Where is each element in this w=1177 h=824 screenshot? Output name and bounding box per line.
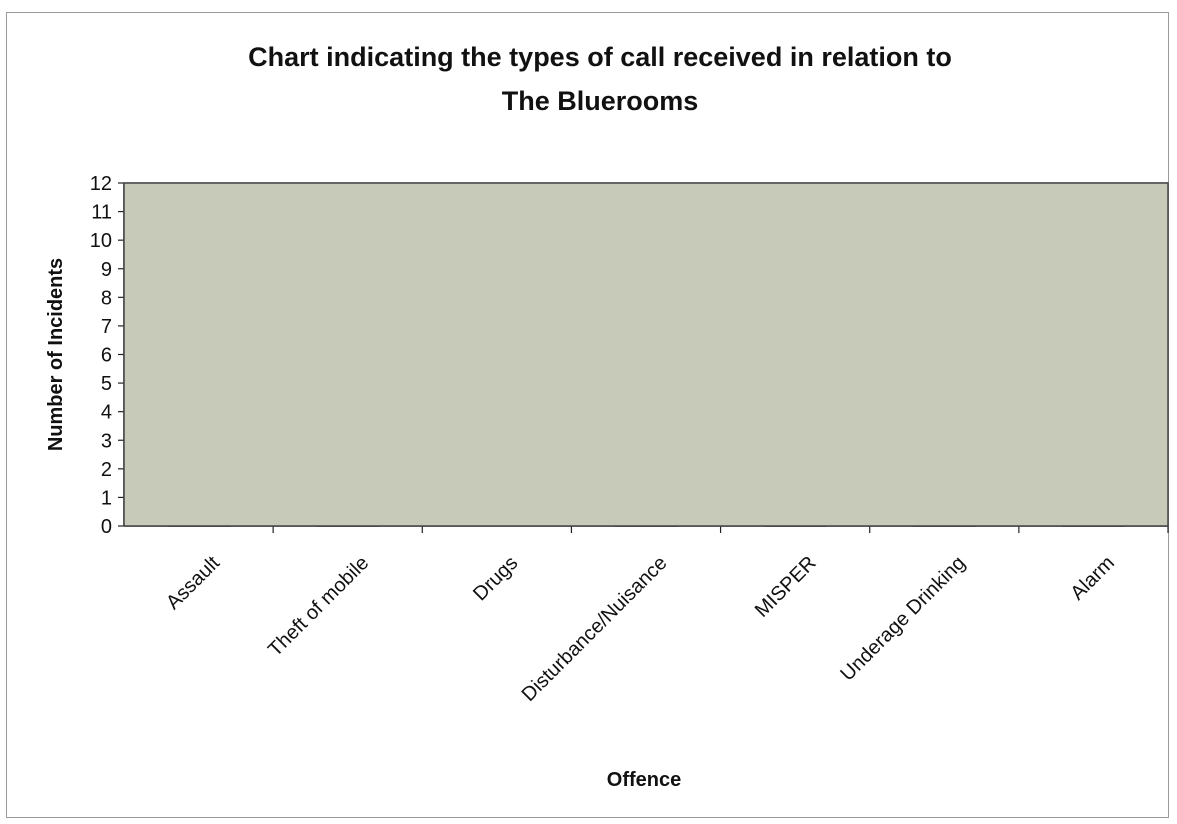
y-axis-title: Number of Incidents — [45, 258, 67, 451]
y-tick-label: 2 — [101, 459, 112, 481]
y-tick-label: 9 — [101, 259, 112, 281]
x-tick-label: Drugs — [469, 552, 522, 605]
x-tick-labels: Assault Theft of mobile DrugsDisturbance/N… — [162, 552, 1119, 706]
x-tick-label: Assault — [162, 552, 224, 614]
y-tick-label: 5 — [101, 373, 112, 395]
y-tick-label: 1 — [101, 487, 112, 509]
y-tick-label: 4 — [101, 402, 112, 424]
chart-title-line-1: Chart indicating the types of call recei… — [248, 42, 952, 72]
x-tick-label: Disturbance/Nuisance — [518, 552, 672, 706]
chart-title: Chart indicating the types of call recei… — [248, 42, 952, 116]
y-tick-label: 7 — [101, 316, 112, 338]
x-axis-title: Offence — [607, 769, 681, 791]
y-tick-label: 8 — [101, 287, 112, 309]
y-tick-label: 6 — [101, 345, 112, 367]
y-tick-label: 12 — [90, 173, 112, 195]
y-tick-label: 10 — [90, 230, 112, 252]
plot-area-fill — [124, 183, 1168, 526]
y-tick-label: 3 — [101, 430, 112, 452]
x-tick-label: MISPER — [751, 552, 821, 622]
y-tick-label: 0 — [101, 516, 112, 538]
x-tick-label: Alarm — [1066, 552, 1118, 604]
x-tick-label: Underage Drinking — [836, 552, 969, 685]
y-tick-label: 11 — [91, 202, 112, 224]
chart-title-line-2: The Bluerooms — [502, 86, 699, 116]
x-tick-label: Theft of mobile — [264, 552, 373, 661]
